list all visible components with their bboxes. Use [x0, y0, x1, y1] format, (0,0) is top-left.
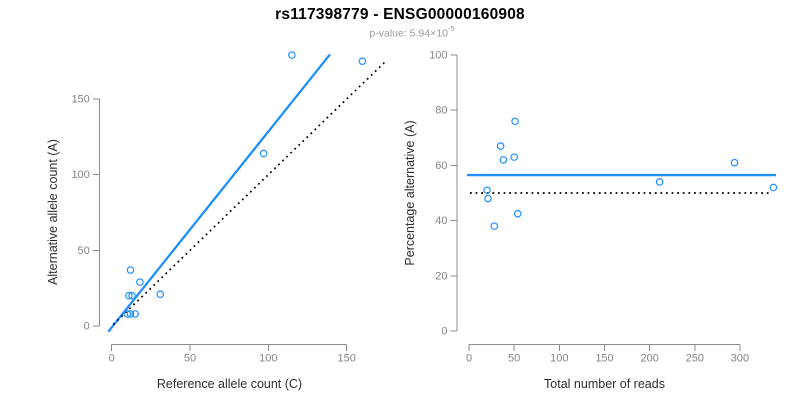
data-point [510, 153, 518, 161]
x-axis-label-left: Reference allele count (C) [156, 377, 303, 391]
y-tick-label: 20 [435, 270, 447, 282]
data-point [259, 149, 268, 158]
data-point [131, 310, 139, 318]
y-tick-label: 80 [435, 105, 447, 117]
pvalue-exponent: -5 [447, 24, 455, 33]
data-point [730, 158, 739, 167]
data-point [123, 310, 132, 318]
data-point [126, 266, 135, 274]
y-tick-label: 60 [435, 160, 447, 172]
data-point [490, 222, 499, 230]
x-tick-label: 0 [466, 353, 472, 365]
pvalue-text: p-value: 5.94×10 [369, 27, 448, 40]
data-point [483, 186, 491, 195]
data-point [288, 51, 296, 59]
x-tick-label: 300 [731, 353, 749, 365]
x-axis-label-right: Total number of reads [544, 377, 665, 391]
data-point [136, 278, 144, 286]
data-point [128, 291, 136, 300]
y-tick-label: 40 [435, 215, 447, 227]
data-point [655, 178, 664, 186]
data-point [769, 183, 778, 192]
x-tick-label: 200 [640, 353, 658, 365]
x-tick-label: 100 [550, 353, 568, 365]
x-tick-label: 0 [109, 353, 115, 365]
data-point [513, 209, 522, 218]
fit-line [107, 53, 331, 333]
y-tick-label: 50 [78, 245, 90, 257]
data-point [126, 310, 135, 318]
x-tick-label: 50 [184, 353, 196, 365]
y-axis-label-left: Alternative allele count (A) [46, 139, 60, 285]
data-point [484, 194, 492, 203]
y-tick-label: 150 [71, 94, 89, 106]
data-point [125, 291, 133, 300]
plot-subtitle: p-value: 5.94×10-5 [12, 24, 800, 40]
y-tick-label: 0 [84, 321, 90, 333]
data-point [358, 57, 367, 65]
y-axis-label-right: Percentage alternative (A) [403, 120, 417, 266]
data-point [496, 142, 505, 150]
x-tick-label: 150 [595, 353, 613, 365]
data-point [156, 290, 165, 299]
data-point [499, 156, 508, 164]
y-tick-label: 0 [441, 326, 447, 338]
x-tick-label: 50 [508, 353, 520, 365]
y-tick-label: 100 [429, 50, 447, 62]
y-tick-label: 100 [71, 169, 89, 181]
plot-title: rs117398779 - ENSG00000160908 [275, 6, 525, 23]
x-tick-label: 100 [259, 353, 277, 365]
identity-line [112, 59, 388, 326]
x-tick-label: 250 [686, 353, 704, 365]
data-point [511, 117, 519, 126]
x-tick-label: 150 [337, 353, 355, 365]
